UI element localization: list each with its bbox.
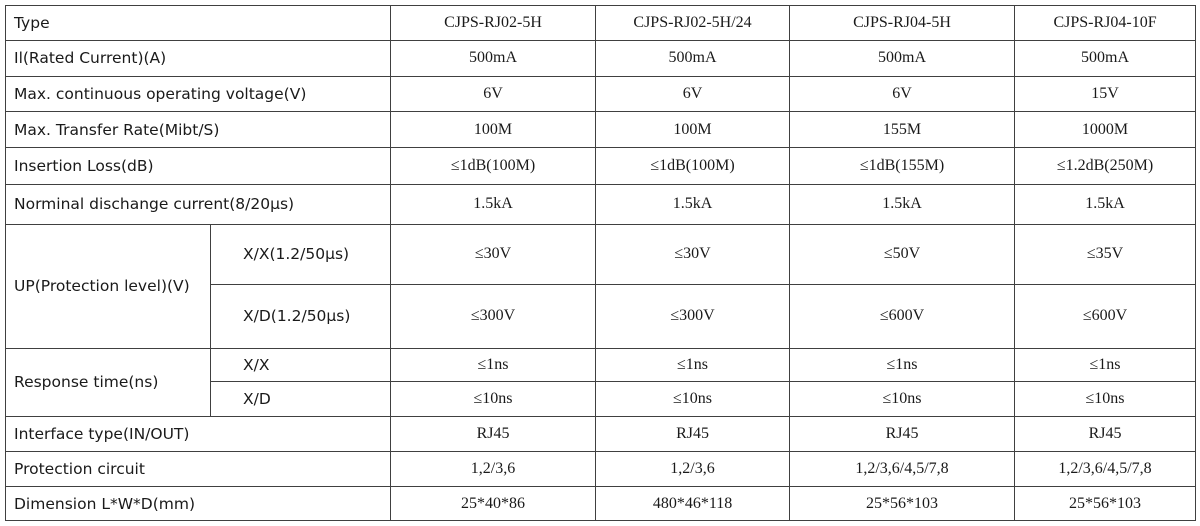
value-cell: 500mA <box>1014 39 1197 78</box>
row-label: Dimension L*W*D(mm) <box>4 486 392 521</box>
value-cell: ≤10ns <box>595 381 791 418</box>
value-cell: ≤10ns <box>390 381 597 418</box>
value-cell: ≤1dB(100M) <box>595 147 791 186</box>
value-cell: 6V <box>595 76 791 112</box>
value-cell: RJ45 <box>1014 416 1197 452</box>
value-cell: ≤1ns <box>595 347 791 383</box>
value-cell: 155M <box>789 110 1016 149</box>
dimension-row: Dimension L*W*D(mm) 25*40*86 480*46*118 … <box>4 486 1197 521</box>
sub-row-label: X/D <box>209 381 392 418</box>
value-cell: 6V <box>390 76 597 112</box>
protection-circuit-row: Protection circuit 1,2/3,6 1,2/3,6 1,2/3… <box>4 450 1197 488</box>
value-cell: ≤50V <box>789 223 1016 285</box>
value-cell: 25*56*103 <box>789 486 1016 521</box>
model-cell: CJPS-RJ02-5H/24 <box>595 5 791 41</box>
discharge-current-row: Norminal dischange current(8/20μs) 1.5kA… <box>4 184 1197 225</box>
value-cell: ≤300V <box>390 283 597 349</box>
value-cell: 25*40*86 <box>390 486 597 521</box>
protection-level-xx-row: UP(Protection level)(V) X/X(1.2/50μs) ≤3… <box>5 223 1197 349</box>
value-cell: ≤1ns <box>789 347 1016 383</box>
value-cell: ≤1ns <box>390 347 597 383</box>
value-cell: 1,2/3,6/4,5/7,8 <box>1014 450 1197 488</box>
row-label: Protection circuit <box>4 450 392 488</box>
max-voltage-row: Max. continuous operating voltage(V) 6V … <box>4 76 1197 112</box>
value-cell: ≤300V <box>595 283 791 349</box>
value-cell: 1,2/3,6/4,5/7,8 <box>789 450 1016 488</box>
model-cell: CJPS-RJ04-10F <box>1014 5 1197 41</box>
model-cell: CJPS-RJ02-5H <box>390 5 597 41</box>
value-cell: ≤1dB(155M) <box>789 147 1016 186</box>
value-cell: 1.5kA <box>595 184 791 225</box>
value-cell: 25*56*103 <box>1014 486 1197 521</box>
value-cell: ≤30V <box>390 223 597 285</box>
sub-row-label: X/D(1.2/50μs) <box>209 283 392 349</box>
value-cell: 500mA <box>390 39 597 78</box>
value-cell: 100M <box>595 110 791 149</box>
value-cell: 1.5kA <box>789 184 1016 225</box>
header-row: Type CJPS-RJ02-5H CJPS-RJ02-5H/24 CJPS-R… <box>4 5 1197 41</box>
value-cell: 6V <box>789 76 1016 112</box>
value-cell: ≤30V <box>595 223 791 285</box>
value-cell: ≤1ns <box>1014 347 1197 383</box>
row-label: Norminal dischange current(8/20μs) <box>4 184 392 225</box>
value-cell: 1000M <box>1014 110 1197 149</box>
value-cell: ≤10ns <box>1014 381 1197 418</box>
value-cell: ≤600V <box>1014 283 1197 349</box>
value-cell: ≤600V <box>789 283 1016 349</box>
value-cell: 15V <box>1014 76 1197 112</box>
sub-row-label: X/X(1.2/50μs) <box>209 223 392 285</box>
value-cell: 1.5kA <box>390 184 597 225</box>
rated-current-row: Il(Rated Current)(A) 500mA 500mA 500mA 5… <box>4 39 1197 78</box>
value-cell: RJ45 <box>595 416 791 452</box>
value-cell: ≤10ns <box>789 381 1016 418</box>
value-cell: RJ45 <box>789 416 1016 452</box>
value-cell: ≤1.2dB(250M) <box>1014 147 1197 186</box>
sub-row-label: X/X <box>209 347 392 383</box>
value-cell: ≤35V <box>1014 223 1197 285</box>
protection-level-xd-row: X/D(1.2/50μs) ≤300V ≤300V ≤600V ≤600V <box>6 283 1197 349</box>
spec-table: Type CJPS-RJ02-5H CJPS-RJ02-5H/24 CJPS-R… <box>4 5 1197 521</box>
value-cell: 1,2/3,6 <box>390 450 597 488</box>
value-cell: RJ45 <box>390 416 597 452</box>
row-label: Max. Transfer Rate(Mibt/S) <box>4 110 392 149</box>
value-cell: 1.5kA <box>1014 184 1197 225</box>
row-label: UP(Protection level)(V) <box>5 223 211 349</box>
value-cell: 500mA <box>595 39 791 78</box>
row-label: Interface type(IN/OUT) <box>4 416 392 452</box>
row-label: Response time(ns) <box>5 347 211 418</box>
value-cell: 100M <box>390 110 597 149</box>
interface-type-row: Interface type(IN/OUT) RJ45 RJ45 RJ45 RJ… <box>4 416 1197 452</box>
row-label: Insertion Loss(dB) <box>4 147 392 186</box>
response-time-xd-row: X/D ≤10ns ≤10ns ≤10ns ≤10ns <box>6 381 1197 418</box>
value-cell: 500mA <box>789 39 1016 78</box>
insertion-loss-row: Insertion Loss(dB) ≤1dB(100M) ≤1dB(100M)… <box>4 147 1197 186</box>
response-time-xx-row: Response time(ns) X/X ≤1ns ≤1ns ≤1ns ≤1n… <box>5 347 1197 418</box>
row-label: Max. continuous operating voltage(V) <box>4 76 392 112</box>
model-cell: CJPS-RJ04-5H <box>789 5 1016 41</box>
value-cell: 1,2/3,6 <box>595 450 791 488</box>
transfer-rate-row: Max. Transfer Rate(Mibt/S) 100M 100M 155… <box>4 110 1197 149</box>
row-label: Il(Rated Current)(A) <box>4 39 392 78</box>
value-cell: ≤1dB(100M) <box>390 147 597 186</box>
value-cell: 480*46*118 <box>595 486 791 521</box>
header-type-label: Type <box>4 5 392 41</box>
